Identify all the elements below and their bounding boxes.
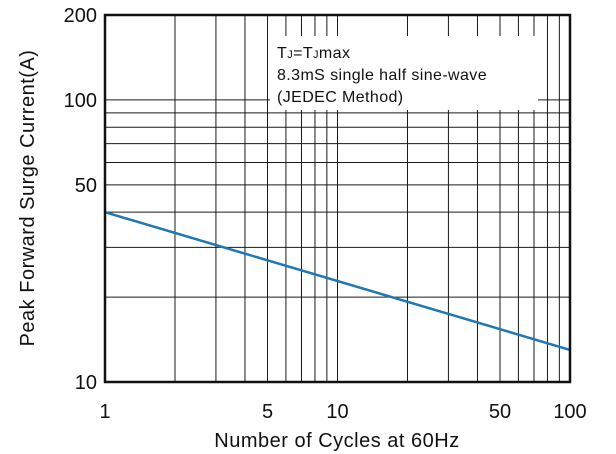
x-tick-label-50: 50: [489, 401, 511, 423]
y-tick-label-100: 100: [64, 90, 97, 112]
x-tick-label-100: 100: [553, 401, 586, 423]
y-axis-title: Peak Forward Surge Current(A): [17, 50, 39, 347]
x-axis-title: Number of Cycles at 60Hz: [214, 430, 459, 452]
annotation-line-2: 8.3mS single half sine-wave: [277, 67, 487, 84]
x-tick-label-1: 1: [99, 401, 110, 423]
y-axis-tick-labels: 10 50 100 200: [64, 5, 97, 394]
y-tick-label-50: 50: [75, 175, 97, 197]
x-tick-label-5: 5: [262, 401, 273, 423]
series-layer: [104, 211, 571, 352]
y-tick-label-10: 10: [75, 372, 97, 394]
x-tick-label-10: 10: [326, 401, 348, 423]
series-line: [104, 211, 571, 352]
y-tick-label-200: 200: [64, 5, 97, 27]
annotation-background: [270, 36, 538, 110]
annotation-line-1: TJ=TJmax: [277, 45, 350, 62]
x-axis-tick-labels: 1 5 10 50 100: [99, 401, 586, 423]
plot-frame: [103, 13, 572, 384]
annotation-line-3: (JEDEC Method): [277, 89, 404, 106]
annotation-box: TJ=TJmax 8.3mS single half sine-wave (JE…: [270, 36, 538, 110]
